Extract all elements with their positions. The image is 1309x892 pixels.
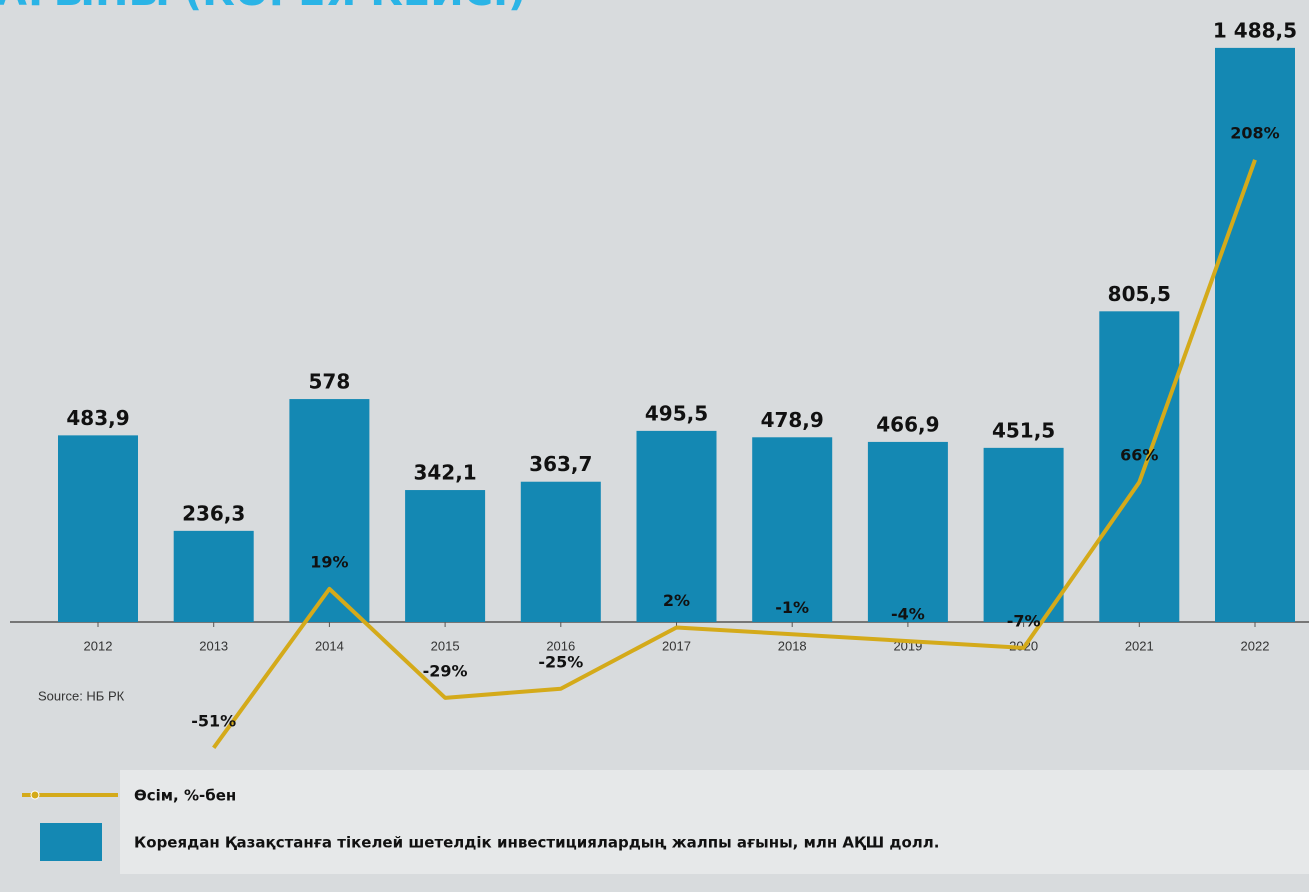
legend-bar-swatch <box>40 823 102 861</box>
bar <box>983 447 1064 622</box>
bar <box>867 441 948 622</box>
bar-value-label: 478,9 <box>761 408 824 432</box>
bar-value-label: 495,5 <box>645 401 708 425</box>
x-tick-label: 2022 <box>1241 638 1270 653</box>
legend-label: Өсім, %-бен <box>134 787 236 805</box>
x-tick-label: 2012 <box>84 638 113 653</box>
bar <box>520 481 601 622</box>
legend-box <box>120 770 1309 874</box>
source: Source: НБ РК <box>38 688 125 703</box>
bar <box>752 437 833 622</box>
bar-value-label: 1 488,5 <box>1213 18 1297 42</box>
legend-line-marker <box>30 790 40 800</box>
bar-value-label: 466,9 <box>876 412 939 436</box>
line-value-label: -51% <box>191 711 236 730</box>
x-tick-label: 2015 <box>431 638 460 653</box>
bar <box>173 530 254 622</box>
line-value-label: -25% <box>538 652 583 671</box>
bar <box>1215 47 1295 622</box>
x-tick-label: 2014 <box>315 638 344 653</box>
x-tick-label: 2016 <box>546 638 575 653</box>
chart-title: АҒЫНЫ (КОРЕЯ КЕЙСІ) <box>0 0 526 15</box>
line-value-label: 2% <box>663 591 690 610</box>
line-value-label: -29% <box>423 661 468 680</box>
bar <box>58 435 138 622</box>
line-value-label: -7% <box>1007 611 1041 630</box>
bar-value-label: 363,7 <box>529 452 592 476</box>
bar-value-label: 236,3 <box>182 501 245 525</box>
bar <box>636 430 717 622</box>
x-tick-label: 2017 <box>662 638 691 653</box>
bar-value-label: 578 <box>309 370 351 394</box>
legend-label: Кореядан Қазақстанға тікелей шетелдік ин… <box>134 834 939 852</box>
line-value-label: 208% <box>1230 123 1279 142</box>
x-tick-label: 2018 <box>778 638 807 653</box>
bar <box>405 490 486 622</box>
bar-value-label: 342,1 <box>413 461 476 485</box>
growth-line <box>212 159 1257 749</box>
line-value-label: 19% <box>310 552 348 571</box>
bar-value-label: 805,5 <box>1108 282 1171 306</box>
x-tick-label: 2013 <box>199 638 228 653</box>
bar-value-label: 483,9 <box>66 406 129 430</box>
line-value-label: -4% <box>891 605 925 624</box>
line-value-label: -1% <box>775 598 809 617</box>
x-tick-label: 2021 <box>1125 638 1154 653</box>
line-value-label: 66% <box>1120 446 1158 465</box>
bar <box>1099 311 1180 622</box>
bar-value-label: 451,5 <box>992 418 1055 442</box>
bar <box>289 399 370 622</box>
